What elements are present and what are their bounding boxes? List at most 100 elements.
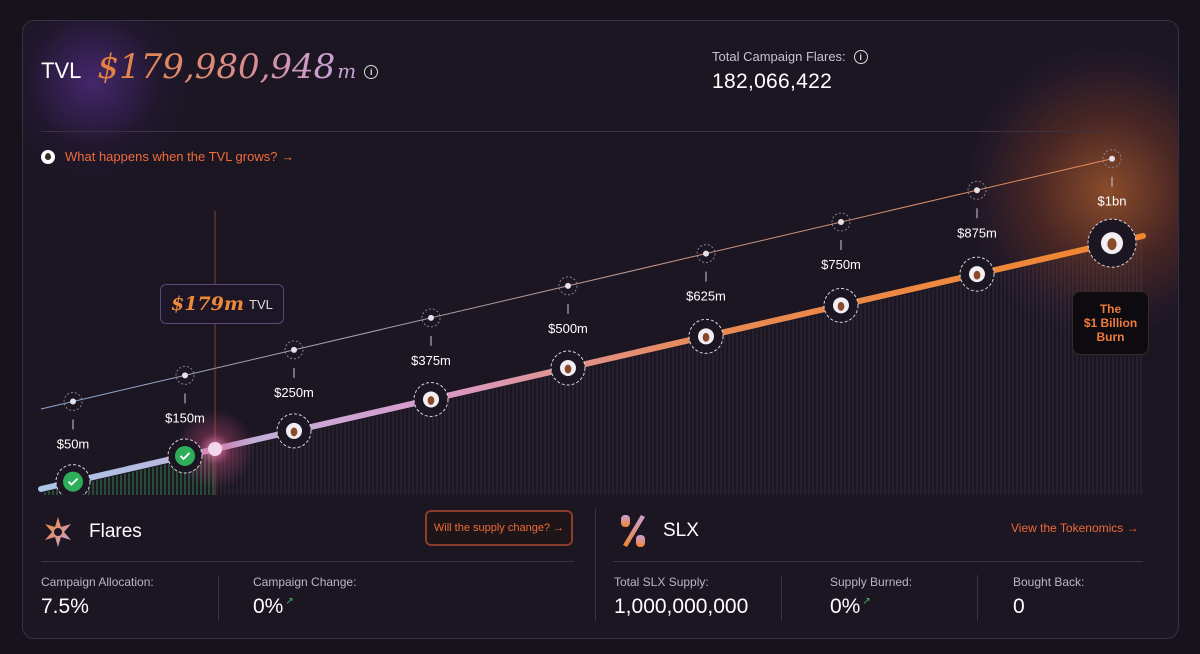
check-mark (179, 452, 191, 461)
supply-burned-value: 0% (830, 595, 861, 618)
milestone-marker[interactable]: $1bn (1087, 149, 1137, 268)
milestone-label: $375m (411, 353, 451, 368)
flame-core (427, 396, 435, 405)
supply-change-button[interactable]: Will the supply change? → (425, 510, 573, 546)
bought-back-stat: Bought Back: 0 (1013, 575, 1084, 619)
burn-line-3: Burn (1096, 330, 1125, 344)
slx-title: SLX (663, 520, 699, 541)
milestone-layer: $50m $150m $250m $375m $500m $625m $750m $875m $… (55, 149, 1137, 495)
target-dot (838, 219, 844, 226)
target-dot (565, 282, 571, 289)
milestone-label: $250m (274, 385, 314, 400)
stat-divider (977, 575, 978, 621)
campaign-allocation-stat: Campaign Allocation: 7.5% (41, 575, 154, 619)
volume-ticks (44, 240, 1142, 495)
flame-core (564, 364, 572, 374)
tvl-header: TVL $179,980,948 m i (41, 47, 379, 87)
burn-line-1: The (1099, 302, 1122, 316)
target-dot (182, 372, 188, 379)
tvl-value: $179,980,948 (97, 47, 336, 87)
milestone-label: $50m (57, 437, 90, 452)
target-dot-ring (696, 244, 716, 264)
flame-core (702, 332, 710, 342)
target-dot (703, 250, 709, 257)
target-dot (974, 187, 980, 194)
check-icon (63, 471, 83, 492)
flares-divider (41, 561, 574, 562)
milestone-marker[interactable]: $875m (957, 180, 997, 292)
total-flares-info-icon[interactable]: i (853, 49, 868, 64)
total-supply-stat: Total SLX Supply: 1,000,000,000 (614, 575, 748, 619)
flares-logo-icon (45, 517, 71, 547)
total-flares-value: 182,066,422 (712, 70, 833, 93)
target-line (40, 157, 1116, 410)
supply-burned-label: Supply Burned: (830, 575, 913, 589)
total-flares: Total Campaign Flares: i 182,066,422 (712, 49, 868, 94)
total-supply-value: 1,000,000,000 (614, 595, 749, 618)
check-mark (67, 478, 79, 486)
flame-core (1107, 238, 1117, 251)
tvl-card: TVL $179,980,948 m i Total Campaign Flar… (22, 20, 1179, 639)
milestone-marker[interactable]: $500m (548, 276, 588, 386)
milestone-marker[interactable]: $150m (165, 365, 205, 474)
section-divider (595, 509, 596, 621)
milestone-marker[interactable]: $250m (274, 340, 314, 449)
billion-burn-badge: The $1 Billion Burn (1072, 291, 1149, 355)
current-tvl-unit: TVL (249, 296, 273, 312)
target-dot (70, 398, 76, 405)
bought-back-label: Bought Back: (1013, 575, 1085, 589)
flame-core (837, 301, 845, 311)
target-dot-ring (284, 340, 304, 360)
milestone-marker[interactable]: $50m (55, 392, 91, 495)
milestone-label: $150m (165, 410, 205, 425)
campaign-change-value: 0% (253, 595, 284, 618)
target-dot-ring (421, 308, 441, 328)
slx-divider (613, 561, 1143, 562)
flame-core (973, 270, 981, 280)
target-dot (428, 314, 434, 321)
current-tvl-tag: $179m TVL (160, 284, 284, 324)
trend-up-icon: ↗ (285, 596, 294, 607)
trend-up-icon: ↗ (862, 596, 871, 607)
flame-core (290, 427, 298, 437)
flame-icon (41, 149, 55, 164)
milestone-label: $750m (821, 257, 861, 272)
stat-divider (781, 575, 782, 621)
burn-line-2: $1 Billion (1083, 316, 1138, 330)
stat-divider (218, 575, 219, 621)
tvl-progress-chart: $50m $150m $250m $375m $500m $625m $750m $875m $… (38, 149, 1146, 495)
milestone-label: $1bn (1098, 194, 1127, 209)
milestone-marker[interactable]: $750m (821, 212, 861, 323)
stats-panel: Flares Will the supply change? → SLX Vie… (23, 495, 1178, 638)
milestone-label: $500m (548, 321, 588, 336)
target-dot-ring (558, 276, 578, 296)
check-icon (175, 445, 195, 466)
milestone-label: $625m (686, 289, 726, 304)
supply-burned-stat: Supply Burned: 0% ↗ (830, 575, 912, 619)
tvl-label: TVL (41, 58, 82, 83)
what-happens-text: What happens when the TVL grows? → (65, 149, 295, 164)
campaign-change-stat: Campaign Change: 0% ↗ (253, 575, 356, 619)
flares-title: Flares (89, 521, 142, 542)
tvl-info-icon[interactable]: i (364, 65, 379, 79)
slx-logo-icon (621, 515, 645, 547)
current-tvl-dot (208, 442, 222, 456)
campaign-change-label: Campaign Change: (253, 575, 357, 589)
milestone-label: $875m (957, 225, 997, 240)
milestone-marker[interactable]: $625m (686, 244, 726, 354)
target-dot-ring (175, 365, 195, 385)
bought-back-value: 0 (1013, 595, 1025, 618)
total-supply-label: Total SLX Supply: (614, 575, 709, 589)
total-flares-label: Total Campaign Flares: (712, 49, 846, 64)
target-dot-ring (967, 180, 987, 200)
what-happens-link[interactable]: What happens when the TVL grows? → (41, 149, 294, 164)
target-dot (291, 346, 297, 353)
slx-title-row: SLX (619, 513, 699, 549)
current-tvl-value: $179m (171, 293, 244, 315)
target-dot-ring (831, 212, 851, 232)
flares-title-row: Flares (41, 515, 142, 549)
tokenomics-link[interactable]: View the Tokenomics → (1011, 521, 1139, 535)
milestone-marker[interactable]: $375m (411, 308, 451, 417)
target-dot-ring (1102, 149, 1122, 169)
campaign-allocation-value: 7.5% (41, 595, 89, 618)
